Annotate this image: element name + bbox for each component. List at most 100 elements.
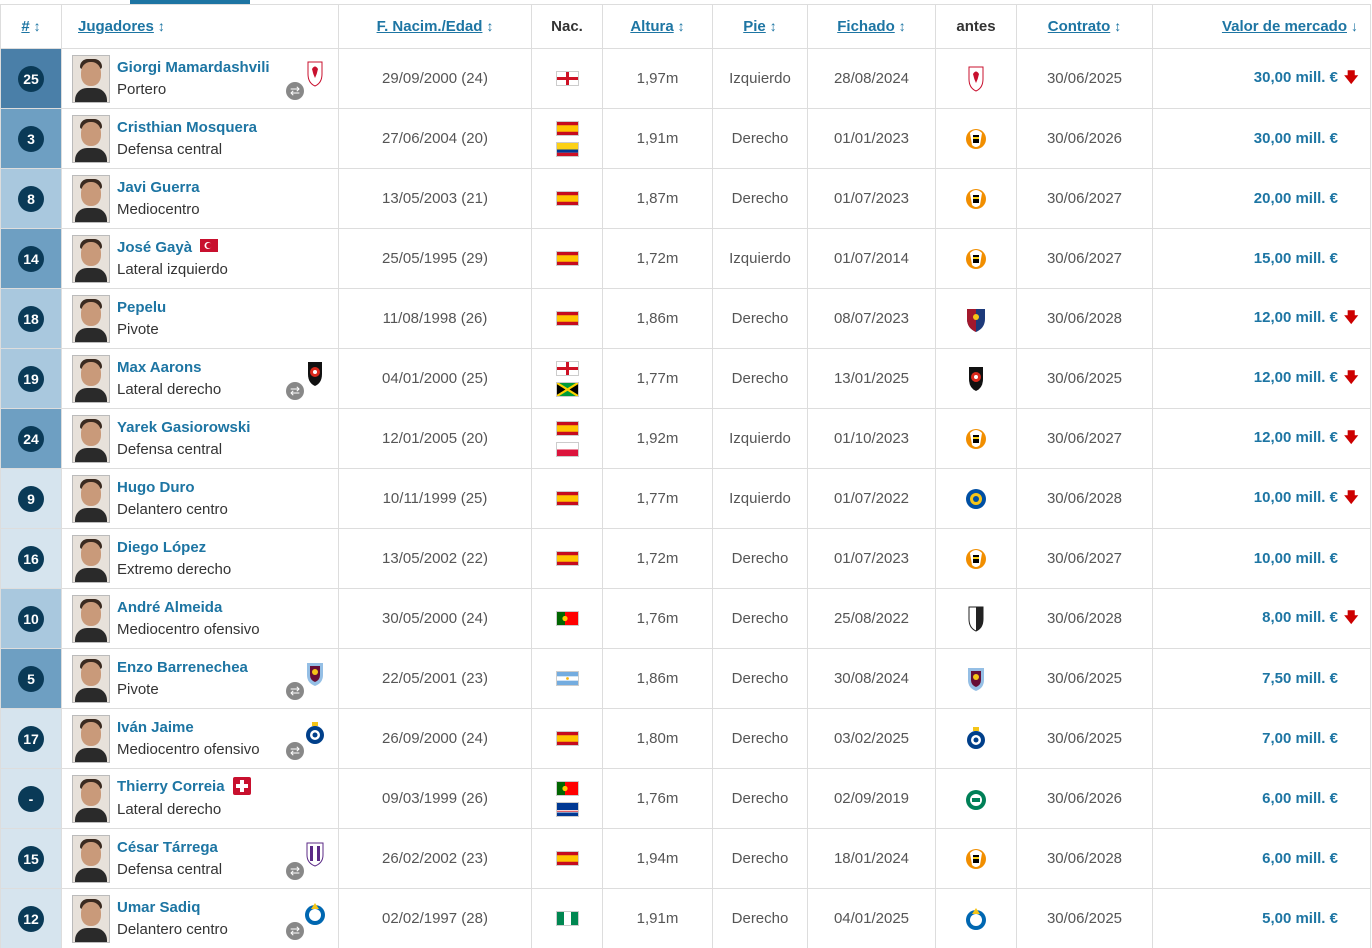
previous-club-cell[interactable]	[935, 888, 1017, 948]
realsociedad-crest-icon[interactable]	[936, 905, 1016, 933]
player-photo[interactable]	[72, 594, 110, 643]
col-players-header[interactable]: Jugadores ↕	[61, 4, 339, 49]
sort-market-value-link[interactable]: Valor de mercado	[1221, 18, 1347, 35]
col-height-header[interactable]: Altura ↕	[602, 4, 713, 49]
previous-club-cell[interactable]	[935, 48, 1017, 109]
player-photo[interactable]	[72, 654, 110, 703]
player-photo[interactable]	[72, 834, 110, 883]
col-market-value-header[interactable]: Valor de mercado ↓	[1152, 4, 1371, 49]
player-photo[interactable]	[72, 114, 110, 163]
loan-from-club[interactable]: ⇄	[286, 660, 328, 700]
market-value-cell[interactable]: 12,00 mill. € 🡇	[1152, 288, 1371, 349]
sporting-crest-icon[interactable]	[936, 785, 1016, 813]
player-photo[interactable]	[72, 414, 110, 463]
previous-club-cell[interactable]	[935, 768, 1017, 829]
valencia-crest-icon[interactable]	[936, 125, 1016, 153]
player-name-link[interactable]: Max Aarons	[117, 358, 202, 376]
porto-crest-icon[interactable]	[936, 725, 1016, 753]
player-name-link[interactable]: Enzo Barrenechea	[117, 658, 248, 676]
previous-club-cell[interactable]	[935, 408, 1017, 469]
market-value-cell[interactable]: 10,00 mill. €	[1152, 528, 1371, 589]
previous-club-cell[interactable]	[935, 828, 1017, 889]
previous-club-cell[interactable]	[935, 348, 1017, 409]
market-value-link[interactable]: 30,00 mill. €	[1253, 130, 1338, 147]
player-photo[interactable]	[72, 774, 110, 823]
market-value-link[interactable]: 12,00 mill. €	[1253, 428, 1338, 446]
valencia-crest-icon[interactable]	[936, 425, 1016, 453]
market-value-cell[interactable]: 10,00 mill. € 🡇	[1152, 468, 1371, 529]
previous-club-cell[interactable]	[935, 468, 1017, 529]
market-value-link[interactable]: 12,00 mill. €	[1253, 368, 1338, 386]
player-photo[interactable]	[72, 474, 110, 523]
player-name-link[interactable]: Yarek Gasiorowski	[117, 418, 251, 436]
player-photo[interactable]	[72, 174, 110, 223]
market-value-link[interactable]: 10,00 mill. €	[1253, 550, 1338, 567]
player-photo[interactable]	[72, 714, 110, 763]
sort-dob-link[interactable]: F. Nacim./Edad	[376, 18, 483, 35]
player-name-link[interactable]: José Gayà	[117, 238, 193, 256]
sort-height-link[interactable]: Altura	[630, 18, 674, 35]
player-name-link[interactable]: Umar Sadiq	[117, 898, 201, 916]
market-value-cell[interactable]: 20,00 mill. €	[1152, 168, 1371, 229]
market-value-link[interactable]: 12,00 mill. €	[1253, 308, 1338, 326]
player-name-link[interactable]: César Tárrega	[117, 838, 218, 856]
previous-club-cell[interactable]	[935, 648, 1017, 709]
player-name-link[interactable]: Javi Guerra	[117, 178, 200, 196]
liverpool-crest-icon[interactable]	[936, 65, 1016, 93]
market-value-cell[interactable]: 15,00 mill. €	[1152, 228, 1371, 289]
previous-club-cell[interactable]	[935, 168, 1017, 229]
previous-club-cell[interactable]	[935, 588, 1017, 649]
previous-club-cell[interactable]	[935, 708, 1017, 769]
market-value-link[interactable]: 7,50 mill. €	[1262, 670, 1338, 687]
market-value-link[interactable]: 20,00 mill. €	[1253, 190, 1338, 207]
market-value-cell[interactable]: 7,00 mill. €	[1152, 708, 1371, 769]
sort-foot-link[interactable]: Pie	[743, 18, 766, 35]
player-name-link[interactable]: Diego López	[117, 538, 207, 556]
sort-players-link[interactable]: Jugadores	[78, 18, 154, 35]
player-name-link[interactable]: Iván Jaime	[117, 718, 194, 736]
previous-club-cell[interactable]	[935, 228, 1017, 289]
guimaraes-crest-icon[interactable]	[936, 605, 1016, 633]
valencia-crest-icon[interactable]	[936, 185, 1016, 213]
market-value-link[interactable]: 5,00 mill. €	[1262, 910, 1338, 927]
col-dob-header[interactable]: F. Nacim./Edad ↕	[338, 4, 532, 49]
player-photo[interactable]	[72, 534, 110, 583]
market-value-cell[interactable]: 12,00 mill. € 🡇	[1152, 408, 1371, 469]
levante-crest-icon[interactable]	[936, 305, 1016, 333]
loan-from-club[interactable]: ⇄	[286, 720, 328, 760]
market-value-cell[interactable]: 6,00 mill. €	[1152, 828, 1371, 889]
player-name-link[interactable]: Pepelu	[117, 298, 167, 316]
market-value-link[interactable]: 30,00 mill. €	[1253, 68, 1338, 86]
loan-from-club[interactable]: ⇄	[286, 900, 328, 940]
player-name-link[interactable]: Thierry Correia	[117, 778, 225, 796]
previous-club-cell[interactable]	[935, 108, 1017, 169]
market-value-link[interactable]: 8,00 mill. €	[1262, 608, 1338, 626]
market-value-cell[interactable]: 8,00 mill. € 🡇	[1152, 588, 1371, 649]
player-photo[interactable]	[72, 54, 110, 103]
sort-joined-link[interactable]: Fichado	[837, 18, 895, 35]
loan-from-club[interactable]: ⇄	[286, 60, 328, 100]
player-photo[interactable]	[72, 234, 110, 283]
market-value-link[interactable]: 6,00 mill. €	[1262, 850, 1338, 867]
player-name-link[interactable]: André Almeida	[117, 598, 223, 616]
previous-club-cell[interactable]	[935, 288, 1017, 349]
loan-from-club[interactable]: ⇄	[286, 360, 328, 400]
market-value-cell[interactable]: 7,50 mill. €	[1152, 648, 1371, 709]
sort-contract-link[interactable]: Contrato	[1047, 18, 1111, 35]
col-joined-header[interactable]: Fichado ↕	[807, 4, 936, 49]
col-number-header[interactable]: # ↕	[0, 4, 62, 49]
getafe-crest-icon[interactable]	[936, 485, 1016, 513]
previous-club-cell[interactable]	[935, 528, 1017, 589]
market-value-cell[interactable]: 6,00 mill. €	[1152, 768, 1371, 829]
player-name-link[interactable]: Cristhian Mosquera	[117, 118, 258, 136]
player-photo[interactable]	[72, 354, 110, 403]
valencia-crest-icon[interactable]	[936, 545, 1016, 573]
market-value-cell[interactable]: 30,00 mill. € 🡇	[1152, 48, 1371, 109]
sort-number-link[interactable]: #	[21, 18, 30, 35]
player-name-link[interactable]: Giorgi Mamardashvili	[117, 58, 270, 76]
valencia-crest-icon[interactable]	[936, 245, 1016, 273]
market-value-link[interactable]: 15,00 mill. €	[1253, 250, 1338, 267]
astonvilla-crest-icon[interactable]	[936, 665, 1016, 693]
bournemouth-crest-icon[interactable]	[936, 365, 1016, 393]
col-foot-header[interactable]: Pie ↕	[712, 4, 808, 49]
